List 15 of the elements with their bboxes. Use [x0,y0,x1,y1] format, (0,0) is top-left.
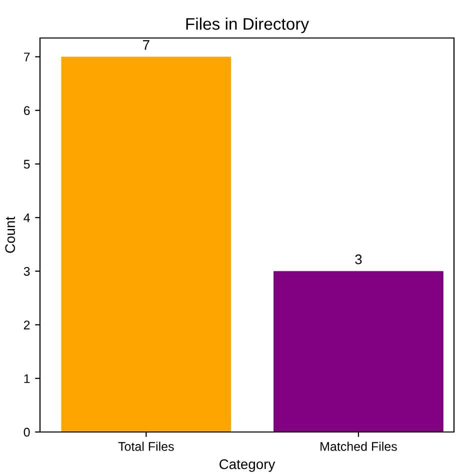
x-tick-label: Total Files [118,442,174,451]
y-tick-label: 3 [24,266,30,276]
y-tick-label: 7 [24,52,30,62]
data-label: 7 [143,40,150,50]
y-axis-title: Count [5,216,16,253]
chart-title: Files in Directory [186,18,310,34]
y-tick-label: 2 [24,320,30,330]
y-tick-label: 5 [24,160,30,169]
x-axis-title: Category [220,459,276,472]
y-tick-label: 1 [24,374,30,383]
x-tick-label: Matched Files [320,442,397,451]
y-tick-label: 6 [24,106,30,116]
y-tick-label: 0 [24,428,30,437]
y-tick-label: 4 [24,214,30,222]
data-label: 3 [355,254,362,264]
